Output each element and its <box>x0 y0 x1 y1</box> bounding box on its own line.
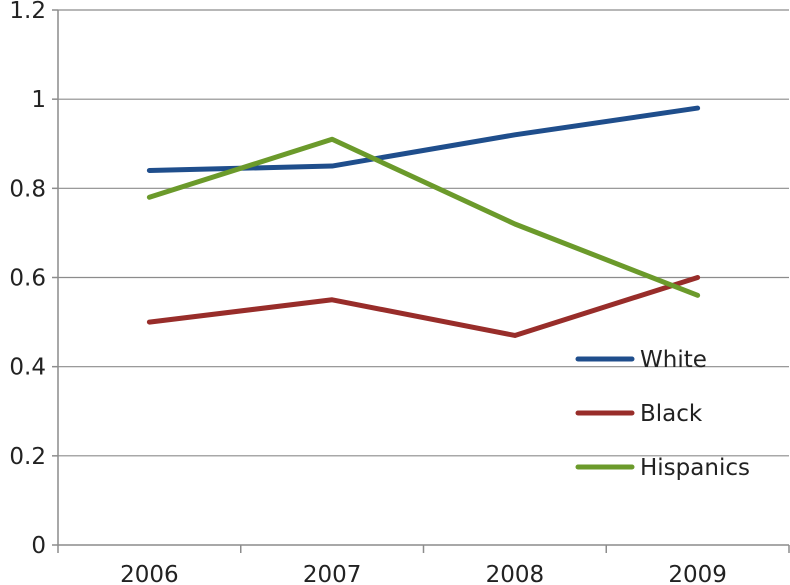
legend-label-black: Black <box>640 401 703 427</box>
legend-label-white: White <box>640 347 707 373</box>
series-line-black <box>146 275 701 338</box>
y-tick-label-4: 0.8 <box>9 176 46 202</box>
y-tick-label-1: 0.2 <box>9 444 46 470</box>
series-lines <box>146 105 701 338</box>
x-axis-ticks: 2006 2007 2008 2009 <box>57 545 790 585</box>
series-line-white <box>146 105 701 173</box>
y-tick-label-2: 0.4 <box>9 355 46 381</box>
y-tick-label-6: 1.2 <box>9 0 46 24</box>
x-tick-label-2008: 2008 <box>486 562 545 585</box>
x-tick-label-2007: 2007 <box>303 562 362 585</box>
legend-label-hispanics: Hispanics <box>640 455 750 481</box>
y-tick-label-5: 1 <box>31 87 46 113</box>
gridlines <box>58 9 789 457</box>
y-axis-ticks: 0 0.2 0.4 0.6 0.8 1 1.2 <box>9 0 58 559</box>
x-tick-label-2009: 2009 <box>668 562 727 585</box>
x-tick-label-2006: 2006 <box>120 562 179 585</box>
legend: White Black Hispanics <box>575 347 750 481</box>
y-tick-label-3: 0.6 <box>9 266 46 292</box>
series-line-hispanics <box>146 136 701 298</box>
y-tick-label-0: 0 <box>31 533 46 559</box>
